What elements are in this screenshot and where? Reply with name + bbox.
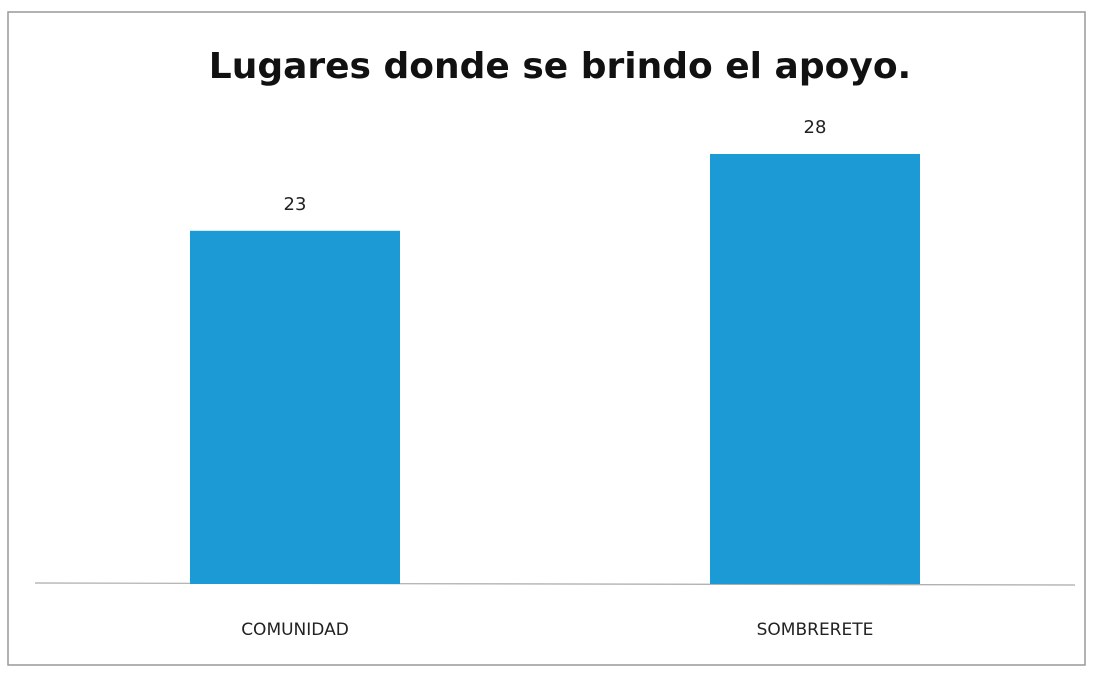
- x-tick-label: SOMBRERETE: [757, 620, 874, 640]
- x-tick-label: COMUNIDAD: [241, 620, 349, 640]
- data-label: 28: [804, 117, 827, 138]
- bar: [190, 230, 400, 585]
- bar: [710, 154, 920, 584]
- data-label: 23: [284, 194, 307, 215]
- chart-frame: [7, 11, 1086, 666]
- chart-title: Lugares donde se brindo el apoyo.: [209, 46, 911, 87]
